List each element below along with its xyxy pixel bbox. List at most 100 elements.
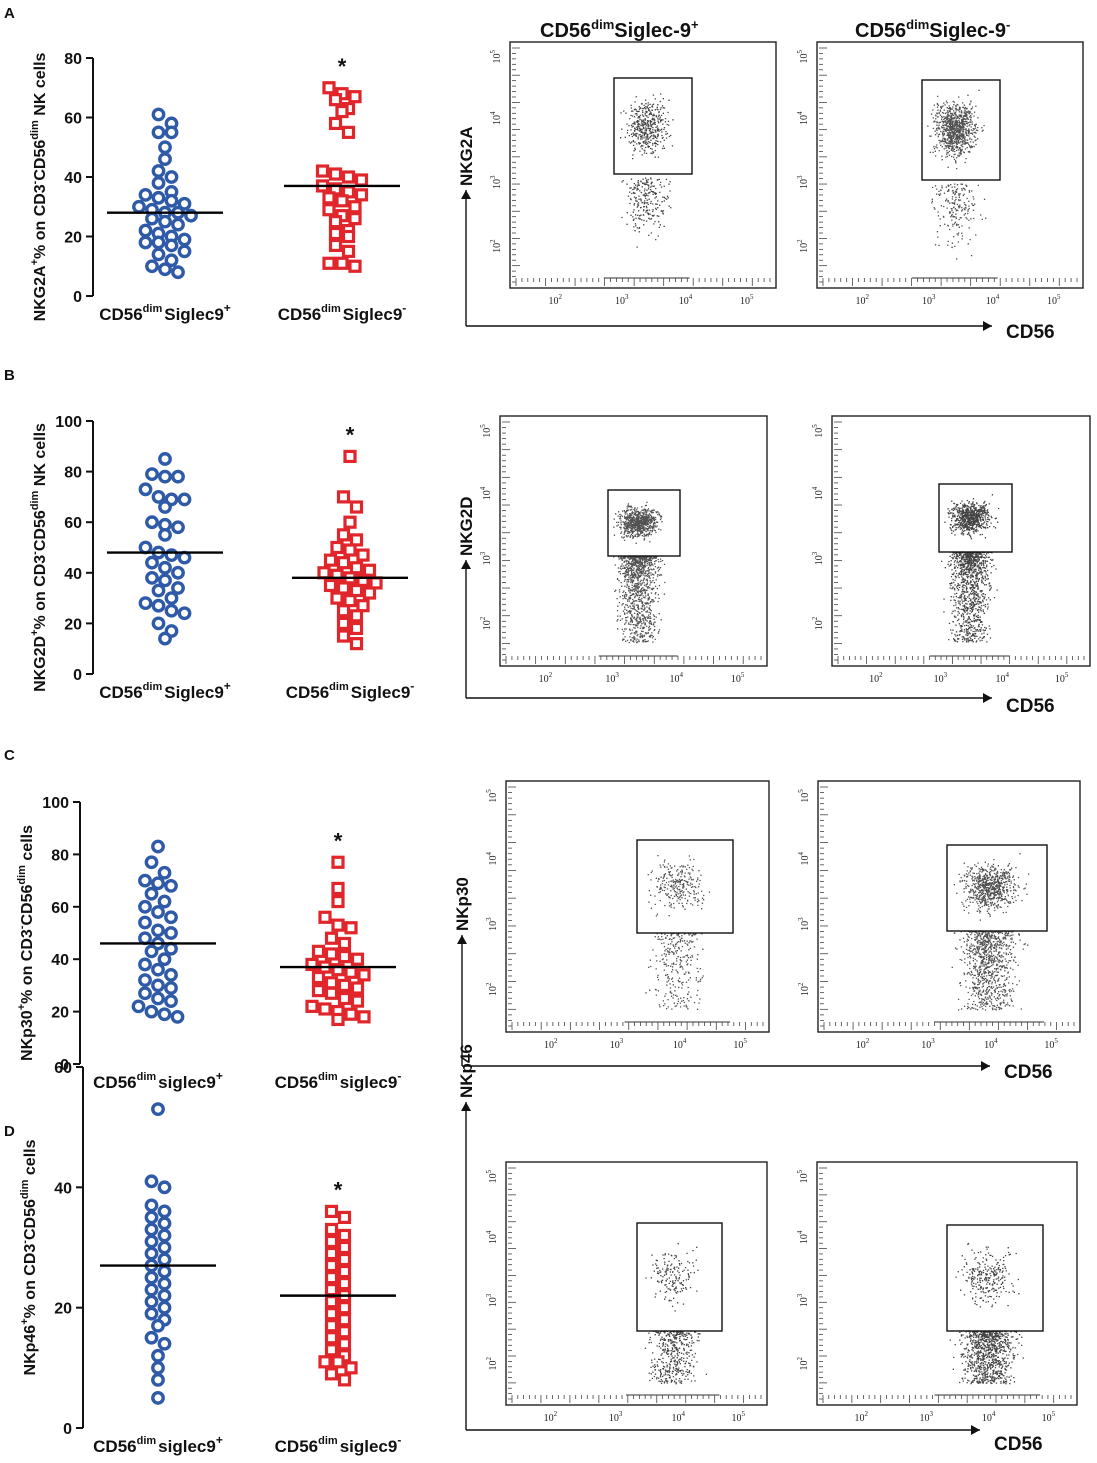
x-decade-label: 104 xyxy=(982,1410,996,1424)
data-point-circle xyxy=(151,489,166,504)
y-decade-label: 104 xyxy=(479,486,493,500)
data-point-square xyxy=(337,949,352,964)
data-point-square xyxy=(341,229,356,244)
scatter-panel-a: 0 20 40 60 80 NKG2A+% on CD3-CD56dim NK cells… xyxy=(29,51,406,324)
data-point-circle xyxy=(151,839,165,854)
x-decade-label: 103 xyxy=(934,671,948,685)
flow-y-arrowhead xyxy=(461,190,471,199)
y-tick-label: 40 xyxy=(64,566,82,583)
data-point-square xyxy=(349,561,364,575)
data-point-circle xyxy=(171,265,185,280)
y-decade-label: 104 xyxy=(485,1230,499,1244)
data-point-circle xyxy=(157,1276,172,1291)
y-tick-label: 20 xyxy=(64,616,82,633)
data-point-circle xyxy=(144,886,159,901)
data-point-circle xyxy=(151,164,166,178)
y-tick-label: 20 xyxy=(64,230,82,247)
data-point-circle xyxy=(144,1222,159,1237)
y-tick-label: 0 xyxy=(60,1057,69,1074)
data-point-square xyxy=(322,81,336,95)
data-point-circle xyxy=(157,1252,172,1267)
data-point-square xyxy=(336,528,351,542)
data-point-square xyxy=(330,591,344,605)
scatter-panel-d: 0 20 40 60 NKp46+% on CD3-CD56dim cells CD56d… xyxy=(19,1060,401,1456)
gate-box xyxy=(946,1224,1044,1332)
x-category-label: CD56dim Siglec9+ xyxy=(99,679,231,702)
flow-plot-siglec9-positive: 102 103 104 105 102 103 104 105 xyxy=(485,1161,768,1424)
data-point-circle xyxy=(145,211,159,226)
flow-plot-siglec9-negative: 102 103 104 105 102 103 104 105 xyxy=(811,415,1091,685)
y-tick-label: 100 xyxy=(42,795,69,812)
y-tick-label: 100 xyxy=(55,414,82,431)
data-point-circle xyxy=(138,223,153,238)
x-decade-label: 105 xyxy=(731,671,745,685)
data-point-square xyxy=(324,1222,339,1237)
y-tick-label: 40 xyxy=(51,952,69,969)
flow-x-arrowhead xyxy=(981,1061,990,1071)
data-point-circle xyxy=(144,1294,159,1309)
data-point-circle xyxy=(158,631,172,646)
data-point-circle xyxy=(164,878,178,893)
x-decade-label: 104 xyxy=(669,671,683,685)
data-point-square xyxy=(335,104,349,119)
data-point-square xyxy=(337,991,352,1006)
data-point-circle xyxy=(144,855,159,870)
y-decade-label: 102 xyxy=(485,1356,499,1370)
data-point-square xyxy=(328,238,343,253)
data-point-circle xyxy=(170,1009,185,1024)
data-point-circle xyxy=(164,253,179,268)
event-cloud xyxy=(949,1242,1024,1385)
data-point-square xyxy=(311,984,326,998)
y-decade-label: 102 xyxy=(797,982,811,996)
y-decade-label: 104 xyxy=(796,1230,810,1244)
data-point-square xyxy=(337,1373,352,1387)
data-point-square xyxy=(337,1252,352,1267)
x-decade-label: 103 xyxy=(922,293,936,307)
data-point-square xyxy=(337,978,352,993)
data-point-circle xyxy=(164,125,179,140)
y-tick-label: 80 xyxy=(64,51,82,68)
x-decade-label: 105 xyxy=(733,1037,747,1051)
x-decade-label: 103 xyxy=(921,1037,935,1051)
y-decade-label: 105 xyxy=(797,789,811,803)
flow-y-arrowhead xyxy=(457,935,467,944)
data-point-square xyxy=(349,533,364,547)
gate-box xyxy=(938,483,1013,553)
data-point-circle xyxy=(138,915,152,930)
x-decade-label: 105 xyxy=(1042,1410,1056,1424)
y-decade-label: 103 xyxy=(489,175,503,189)
x-category-label: CD56dim Siglec9- xyxy=(278,301,407,324)
data-point-square xyxy=(324,1283,339,1297)
x-decade-label: 104 xyxy=(984,1037,998,1051)
data-point-square xyxy=(343,594,357,608)
data-point-circle xyxy=(138,187,153,202)
data-point-circle xyxy=(151,1318,165,1333)
event-cloud xyxy=(951,853,1030,1011)
data-point-circle xyxy=(158,469,172,484)
y-tick-label: 60 xyxy=(64,515,82,532)
data-point-square xyxy=(348,90,362,104)
y-tick-label: 40 xyxy=(64,170,82,187)
x-decade-label: 103 xyxy=(610,1037,624,1051)
y-axis-label: NKp30+% on CD3-CD56dim cells xyxy=(16,825,36,1061)
data-point-circle xyxy=(145,467,159,482)
data-point-square xyxy=(324,1270,339,1285)
y-tick-label: 80 xyxy=(64,465,82,482)
gate-box xyxy=(636,1222,723,1332)
x-decade-label: 102 xyxy=(544,1410,558,1424)
data-point-square xyxy=(348,212,362,226)
group-siglec9-negative: * CD56dim Siglec9- xyxy=(286,422,415,702)
data-point-square xyxy=(348,259,362,273)
data-point-circle xyxy=(171,217,185,232)
data-point-square xyxy=(350,981,365,995)
data-point-circle xyxy=(157,952,172,967)
data-point-square xyxy=(324,976,339,990)
data-point-circle xyxy=(144,1004,159,1019)
flow-y-label: NKG2A xyxy=(457,126,476,186)
data-point-square xyxy=(324,1204,339,1219)
data-point-circle xyxy=(151,1102,165,1117)
data-point-square xyxy=(348,200,362,214)
